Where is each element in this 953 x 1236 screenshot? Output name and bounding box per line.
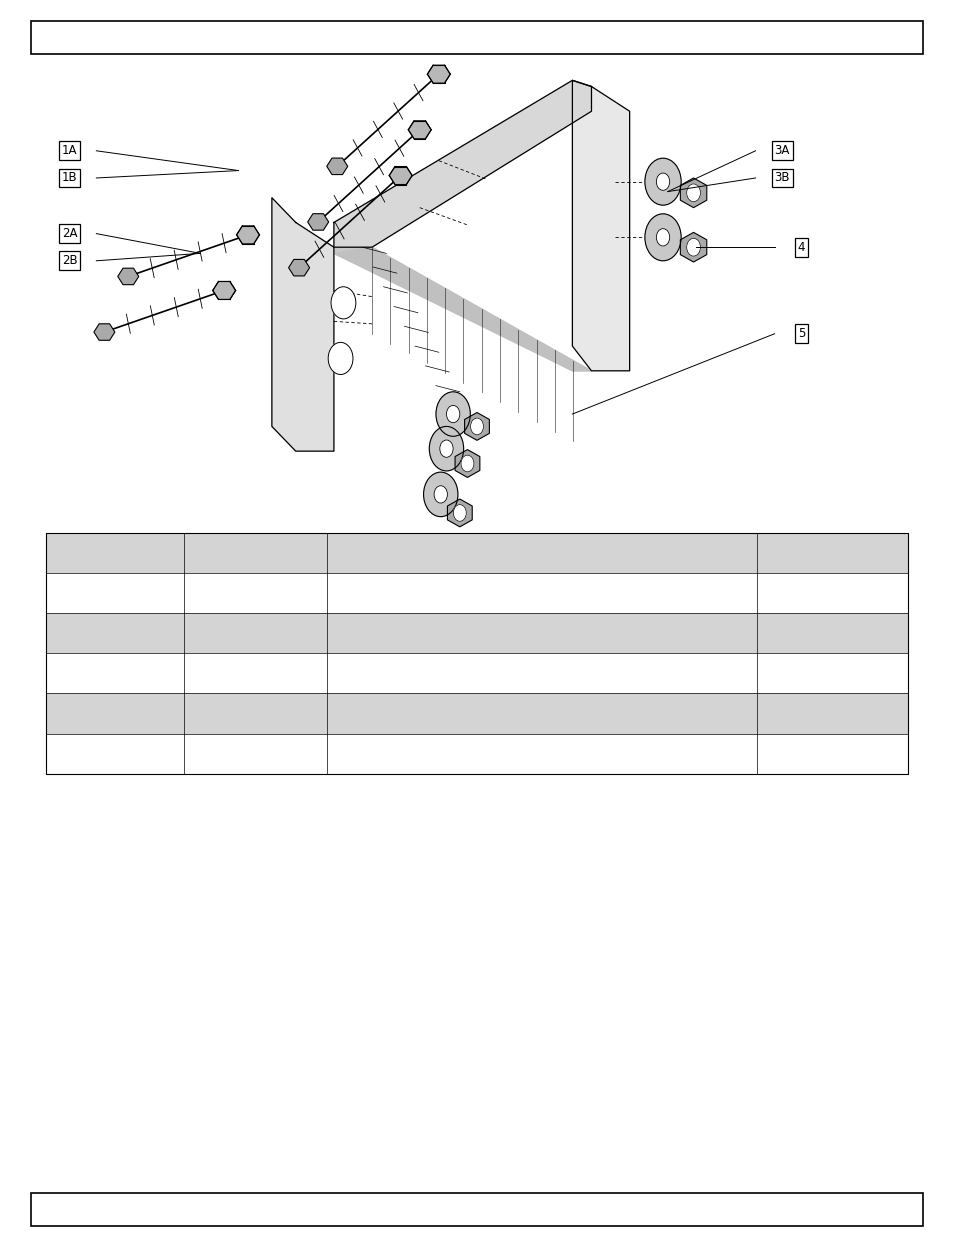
Bar — [46, 533, 907, 774]
Circle shape — [446, 405, 459, 423]
Polygon shape — [455, 450, 479, 477]
Circle shape — [328, 342, 353, 375]
Bar — [46, 654, 907, 693]
Polygon shape — [213, 282, 235, 299]
Circle shape — [686, 184, 700, 201]
Text: 3A: 3A — [774, 145, 789, 157]
Bar — [30, 1193, 923, 1226]
Circle shape — [470, 418, 483, 435]
Circle shape — [656, 229, 669, 246]
Polygon shape — [389, 167, 412, 184]
Polygon shape — [572, 80, 629, 371]
Circle shape — [644, 158, 680, 205]
Polygon shape — [427, 66, 450, 83]
Polygon shape — [308, 214, 329, 230]
Polygon shape — [334, 80, 591, 247]
Polygon shape — [679, 232, 706, 262]
Polygon shape — [93, 324, 114, 340]
Text: 1B: 1B — [62, 172, 77, 184]
Text: 3B: 3B — [774, 172, 789, 184]
Text: 1A: 1A — [62, 145, 77, 157]
Polygon shape — [117, 268, 138, 284]
Polygon shape — [408, 121, 431, 138]
Polygon shape — [272, 198, 334, 451]
Polygon shape — [447, 499, 472, 527]
Bar — [30, 21, 923, 54]
Circle shape — [434, 486, 447, 503]
Polygon shape — [464, 413, 489, 440]
Polygon shape — [334, 247, 591, 371]
Circle shape — [429, 426, 463, 471]
Polygon shape — [327, 158, 348, 174]
Circle shape — [644, 214, 680, 261]
Text: 4: 4 — [797, 241, 804, 253]
Circle shape — [436, 392, 470, 436]
Polygon shape — [334, 247, 591, 371]
Circle shape — [331, 287, 355, 319]
Circle shape — [686, 239, 700, 256]
Text: 2A: 2A — [62, 227, 77, 240]
Circle shape — [439, 440, 453, 457]
Bar — [46, 533, 907, 574]
Bar — [46, 734, 907, 774]
Text: 5: 5 — [797, 328, 804, 340]
Bar — [46, 693, 907, 734]
Text: 2B: 2B — [62, 255, 77, 267]
Circle shape — [460, 455, 474, 472]
Circle shape — [453, 504, 466, 522]
Polygon shape — [236, 226, 259, 243]
Polygon shape — [289, 260, 310, 276]
Circle shape — [656, 173, 669, 190]
Polygon shape — [679, 178, 706, 208]
Bar — [46, 613, 907, 654]
Circle shape — [423, 472, 457, 517]
Bar — [46, 574, 907, 613]
